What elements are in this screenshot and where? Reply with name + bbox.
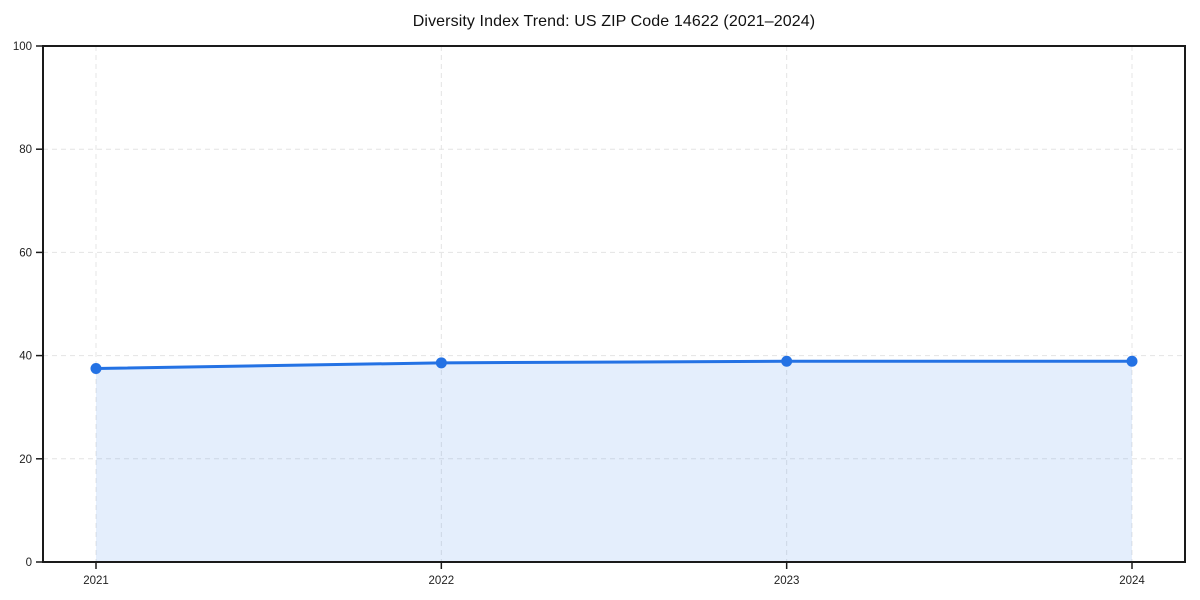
x-tick-label: 2022 <box>429 575 455 587</box>
y-tick-label: 80 <box>19 144 32 156</box>
y-tick-label: 40 <box>19 351 32 363</box>
y-tick-label: 0 <box>26 557 32 569</box>
y-tick-label: 100 <box>13 41 32 53</box>
x-tick-label: 2021 <box>83 575 109 587</box>
trend-line <box>94 359 1134 370</box>
plot-frame <box>42 45 1186 563</box>
data-point-marker <box>435 357 447 369</box>
x-tick-label: 2024 <box>1119 575 1145 587</box>
y-tick-label: 60 <box>19 247 32 259</box>
y-tick-label: 20 <box>19 454 32 466</box>
data-point-marker <box>90 363 102 374</box>
data-point-marker <box>1126 355 1138 367</box>
data-point-marker <box>781 355 793 367</box>
chart-title: Diversity Index Trend: US ZIP Code 14622… <box>412 13 816 30</box>
area-fill <box>96 361 1132 562</box>
x-tick-label: 2023 <box>774 575 800 587</box>
